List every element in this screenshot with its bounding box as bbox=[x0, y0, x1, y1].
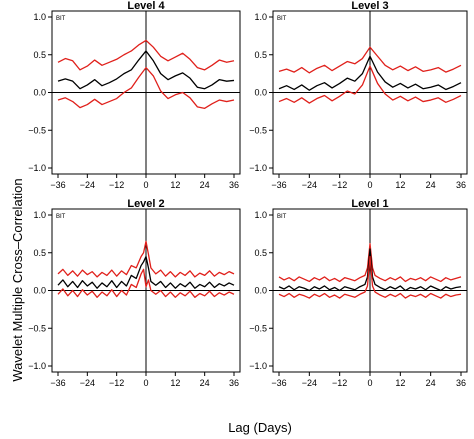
level-4-lower-line bbox=[57, 66, 235, 109]
level-1-x-tick-label: 0 bbox=[367, 378, 372, 388]
level-1-y-tick-label: 0.0 bbox=[254, 286, 267, 296]
level-4-x-tick-label: 12 bbox=[170, 180, 180, 190]
level-1-title: Level 1 bbox=[351, 198, 388, 210]
level-3-y-tick-label: −0.5 bbox=[249, 125, 267, 135]
level-4-title: Level 4 bbox=[127, 0, 165, 12]
level-4-x-tick-label: −36 bbox=[50, 180, 65, 190]
level-4-upper-line bbox=[57, 39, 235, 71]
level-4-x-tick-label: 36 bbox=[229, 180, 239, 190]
level-1-x-tick-label: −36 bbox=[271, 378, 286, 388]
level-1-tag: BIT bbox=[277, 214, 287, 220]
level-4-x-tick-label: −12 bbox=[109, 180, 124, 190]
level-3-upper-line bbox=[278, 46, 462, 74]
level-1-y-tick-label: 0.5 bbox=[254, 248, 267, 258]
level-3-y-tick-label: 0.5 bbox=[254, 50, 267, 60]
level-1-y-tick-label: −0.5 bbox=[249, 323, 267, 333]
level-2-y-tick-label: −0.5 bbox=[28, 323, 46, 333]
level-4-tag: BIT bbox=[56, 16, 66, 22]
level-1-y-tick-label: 1.0 bbox=[254, 210, 267, 220]
level-2-x-tick-label: −36 bbox=[50, 378, 65, 388]
level-2-panel: Level 2 BIT −1.0 −0.5 0.0 0.5 1.0 −36 −24 −12 0 12 2… bbox=[28, 198, 241, 388]
level-4-y-tick-label: 0.0 bbox=[33, 88, 46, 98]
level-4-x-tick-label: 24 bbox=[200, 180, 210, 190]
level-1-x-tick-label: −12 bbox=[332, 378, 347, 388]
level-3-x-tick-label: 24 bbox=[426, 180, 436, 190]
level-2-upper-line bbox=[57, 240, 235, 278]
level-2-x-tick-label: 36 bbox=[229, 378, 239, 388]
level-3-estimate-line bbox=[278, 55, 462, 91]
level-3-y-tick-label: −1.0 bbox=[249, 163, 267, 173]
level-3-y-tick-label: 0.0 bbox=[254, 88, 267, 98]
level-2-estimate-line bbox=[57, 255, 235, 289]
level-1-y-tick-label: −1.0 bbox=[249, 361, 267, 371]
level-2-x-tick-label: 12 bbox=[170, 378, 180, 388]
level-1-x-tick-label: 36 bbox=[456, 378, 466, 388]
level-4-y-tick-label: −1.0 bbox=[28, 163, 46, 173]
level-2-y-tick-label: 0.0 bbox=[33, 286, 46, 296]
level-2-y-tick-label: −1.0 bbox=[28, 361, 46, 371]
level-1-panel: Level 1 BIT −1.0 −0.5 0.0 0.5 1.0 −36 −24 −12 0 12 2… bbox=[249, 198, 468, 388]
level-2-x-tick-label: −24 bbox=[80, 378, 95, 388]
level-1-x-tick-label: −24 bbox=[302, 378, 317, 388]
level-2-x-tick-label: 24 bbox=[200, 378, 210, 388]
level-3-y-tick-label: 1.0 bbox=[254, 12, 267, 22]
panels-group: Level 4 BIT −1.0 −0.5 0.0 0.5 1.0 −36 −24 −12 0 12 2… bbox=[28, 0, 468, 388]
level-4-estimate-line bbox=[57, 50, 235, 90]
level-4-y-tick-label: 1.0 bbox=[33, 12, 46, 22]
level-2-tag: BIT bbox=[56, 214, 66, 220]
level-2-x-tick-label: −12 bbox=[109, 378, 124, 388]
level-3-title: Level 3 bbox=[351, 0, 388, 12]
level-2-y-tick-label: 1.0 bbox=[33, 210, 46, 220]
level-4-x-tick-label: 0 bbox=[143, 180, 148, 190]
y-axis-label: Wavelet Multiple Cross–Correlation bbox=[10, 178, 25, 381]
level-3-x-tick-label: −12 bbox=[332, 180, 347, 190]
level-1-x-tick-label: 24 bbox=[426, 378, 436, 388]
level-2-y-tick-label: 0.5 bbox=[33, 248, 46, 258]
level-1-x-tick-label: 12 bbox=[395, 378, 405, 388]
level-3-tag: BIT bbox=[277, 16, 287, 22]
level-3-lower-line bbox=[278, 65, 462, 104]
level-3-x-tick-label: 0 bbox=[367, 180, 372, 190]
level-3-x-tick-label: −36 bbox=[271, 180, 286, 190]
level-2-x-tick-label: 0 bbox=[143, 378, 148, 388]
level-3-x-tick-label: −24 bbox=[302, 180, 317, 190]
level-4-panel: Level 4 BIT −1.0 −0.5 0.0 0.5 1.0 −36 −24 −12 0 12 2… bbox=[28, 0, 241, 190]
level-4-y-tick-label: 0.5 bbox=[33, 50, 46, 60]
level-2-lower-line bbox=[57, 268, 235, 298]
level-1-estimate-line bbox=[278, 248, 462, 292]
level-1-upper-line bbox=[278, 243, 462, 283]
level-1-lower-line bbox=[278, 255, 462, 299]
x-axis-label: Lag (Days) bbox=[228, 420, 292, 435]
level-3-x-tick-label: 36 bbox=[456, 180, 466, 190]
level-2-title: Level 2 bbox=[127, 198, 164, 210]
level-3-panel: Level 3 BIT −1.0 −0.5 0.0 0.5 1.0 −36 −24 −12 0 12 2… bbox=[249, 0, 468, 190]
level-4-x-tick-label: −24 bbox=[80, 180, 95, 190]
level-3-x-tick-label: 12 bbox=[395, 180, 405, 190]
level-4-y-tick-label: −0.5 bbox=[28, 125, 46, 135]
